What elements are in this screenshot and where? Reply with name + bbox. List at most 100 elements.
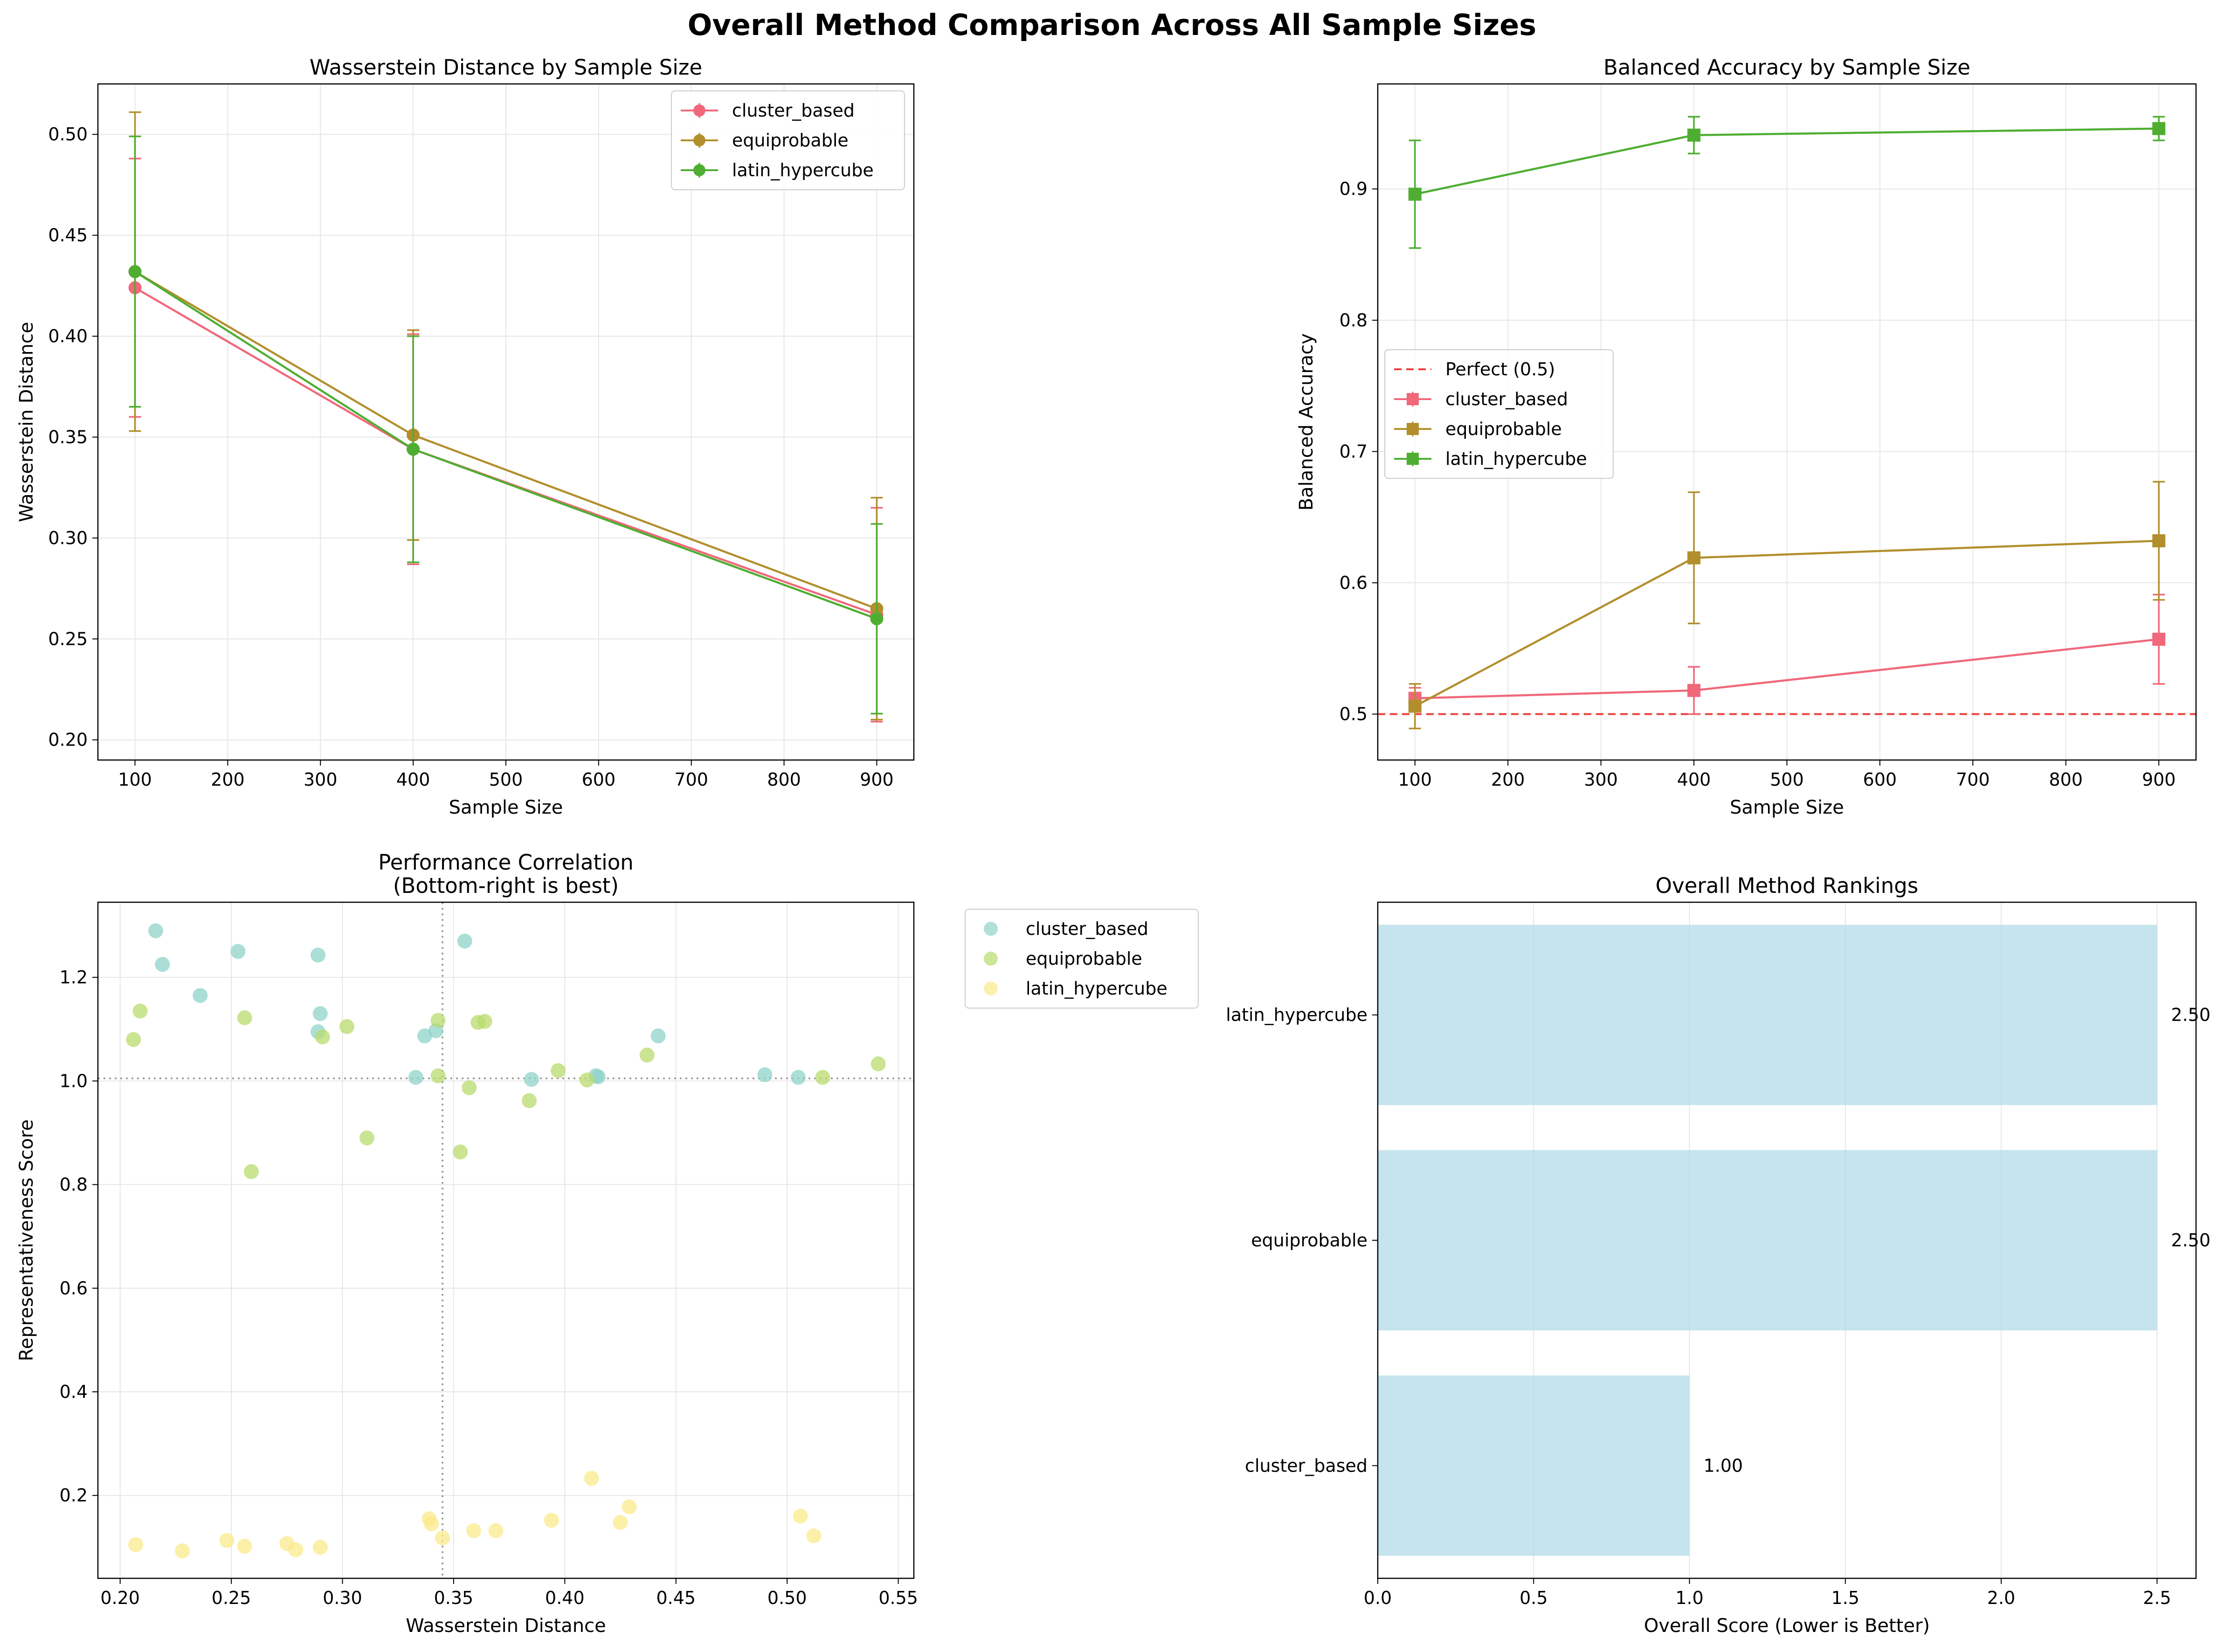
data-marker (693, 164, 705, 176)
legend-entry: equiprobable (1394, 419, 1562, 439)
x-tick-label: 0.35 (434, 1588, 474, 1608)
scatter-point (175, 1543, 190, 1559)
plot-frame (1377, 901, 2197, 1579)
scatter-point (230, 944, 246, 959)
category-label: latin_hypercube (1226, 1005, 1368, 1025)
x-tick-label: 0.55 (878, 1588, 918, 1608)
scatter-point (193, 988, 208, 1003)
panel-title: Wasserstein Distance by Sample Size (310, 55, 702, 80)
legend-label: cluster_based (1026, 919, 1148, 939)
legend-label: cluster_based (1445, 389, 1568, 409)
legend-entry: cluster_based (1394, 389, 1568, 409)
scatter-point (417, 1028, 432, 1044)
scatter-point (128, 1537, 144, 1552)
x-tick-label: 2.5 (2143, 1588, 2171, 1608)
scatter-point (815, 1070, 830, 1085)
y-tick-label: 0.45 (48, 225, 88, 246)
y-tick-label: 0.9 (1340, 179, 1368, 199)
data-marker (2152, 632, 2166, 646)
scatter-point (793, 1508, 808, 1524)
x-tick-label: 400 (396, 769, 430, 790)
scatter-point (453, 1144, 468, 1160)
x-tick-label: 200 (1491, 769, 1525, 790)
scatter-point (312, 1540, 328, 1555)
performance-correlation-panel: 0.20 0.25 0.30 0.35 0.40 0.45 0.50 0.55 0.2 0.4 0.… (16, 850, 1199, 1637)
data-marker (1687, 684, 1701, 697)
bar-value-label: 2.50 (2171, 1230, 2210, 1251)
data-marker (1408, 699, 1422, 713)
x-tick-label: 800 (2049, 769, 2083, 790)
legend-entry: Perfect (0.5) (1394, 359, 1555, 380)
legend-entry: latin_hypercube (1394, 449, 1587, 469)
scatter-point (477, 1014, 492, 1029)
legend-entry: cluster_based (681, 100, 855, 121)
x-tick-label: 0.0 (1364, 1588, 1392, 1608)
x-tick-label: 1.5 (1831, 1588, 1859, 1608)
x-tick-label: 100 (118, 769, 152, 790)
scatter-point (430, 1013, 446, 1028)
x-tick-label: 0.5 (1520, 1588, 1547, 1608)
series-latin_hypercube (128, 1471, 822, 1559)
x-axis-label: Sample Size (449, 797, 563, 818)
y-tick-label: 0.35 (48, 427, 88, 447)
scatter-point (155, 957, 170, 972)
panel-title: Overall Method Rankings (1656, 873, 1919, 898)
legend-label: equiprobable (732, 130, 849, 151)
legend-marker (984, 982, 998, 995)
plot-frame (97, 83, 915, 761)
scatter-point (408, 1070, 423, 1085)
legend-label: latin_hypercube (1445, 449, 1587, 469)
bar-value-label: 1.00 (1704, 1455, 1743, 1476)
x-tick-label: 700 (1956, 769, 1990, 790)
y-tick-label: 0.20 (48, 730, 88, 750)
x-tick-label: 0.45 (656, 1588, 696, 1608)
legend-entry: cluster_based (984, 919, 1148, 939)
x-tick-label: 200 (211, 769, 245, 790)
bar-latin_hypercube: 2.50 latin_hypercube (1226, 925, 2210, 1105)
scatter-point (339, 1019, 355, 1034)
scatter-point (435, 1530, 450, 1546)
scatter-point (488, 1523, 504, 1538)
y-tick-label: 0.40 (48, 326, 88, 346)
x-tick-label: 2.0 (1987, 1588, 2015, 1608)
y-tick-label: 0.7 (1340, 441, 1368, 462)
y-tick-label: 0.5 (1340, 704, 1368, 724)
y-tick-label: 1.2 (60, 967, 88, 988)
legend-box (671, 90, 905, 190)
balanced-accuracy-panel: 100 200 300 400 500 600 700 800 900 0.5 0.6 0.7 0.8 0… (1296, 55, 2197, 818)
x-tick-label: 800 (767, 769, 801, 790)
scatter-point (237, 1010, 252, 1025)
bar-cluster_based: 1.00 cluster_based (1245, 1376, 1743, 1556)
x-tick-label: 600 (1863, 769, 1897, 790)
ranking-bar (1378, 925, 2157, 1105)
x-tick-label: 900 (860, 769, 894, 790)
x-tick-label: 0.30 (323, 1588, 362, 1608)
scatter-point (791, 1070, 806, 1085)
data-marker (2152, 534, 2166, 547)
scatter-point (457, 933, 472, 949)
y-tick-label: 0.6 (1340, 573, 1368, 593)
scatter-point (466, 1523, 481, 1538)
x-tick-label: 100 (1398, 769, 1432, 790)
scatter-point (237, 1539, 252, 1554)
scatter-point (870, 1056, 886, 1071)
scatter-point (315, 1029, 330, 1044)
x-axis-label: Overall Score (Lower is Better) (1644, 1615, 1930, 1637)
x-axis-label: Wasserstein Distance (406, 1615, 606, 1637)
data-marker (1407, 423, 1419, 435)
y-tick-label: 0.4 (60, 1382, 88, 1402)
legend-marker (984, 952, 998, 966)
panel-title: Performance Correlation (378, 850, 634, 875)
data-marker (870, 612, 884, 626)
data-marker (693, 134, 705, 146)
y-tick-label: 1.0 (60, 1071, 88, 1091)
legend-box (1384, 349, 1614, 479)
x-tick-label: 900 (2142, 769, 2176, 790)
scatter-point (288, 1542, 304, 1557)
bar-value-label: 2.50 (2171, 1005, 2210, 1025)
y-tick-label: 0.50 (48, 124, 88, 145)
scatter-point (132, 1003, 148, 1019)
scatter-point (126, 1032, 141, 1047)
scatter-point (580, 1072, 595, 1088)
